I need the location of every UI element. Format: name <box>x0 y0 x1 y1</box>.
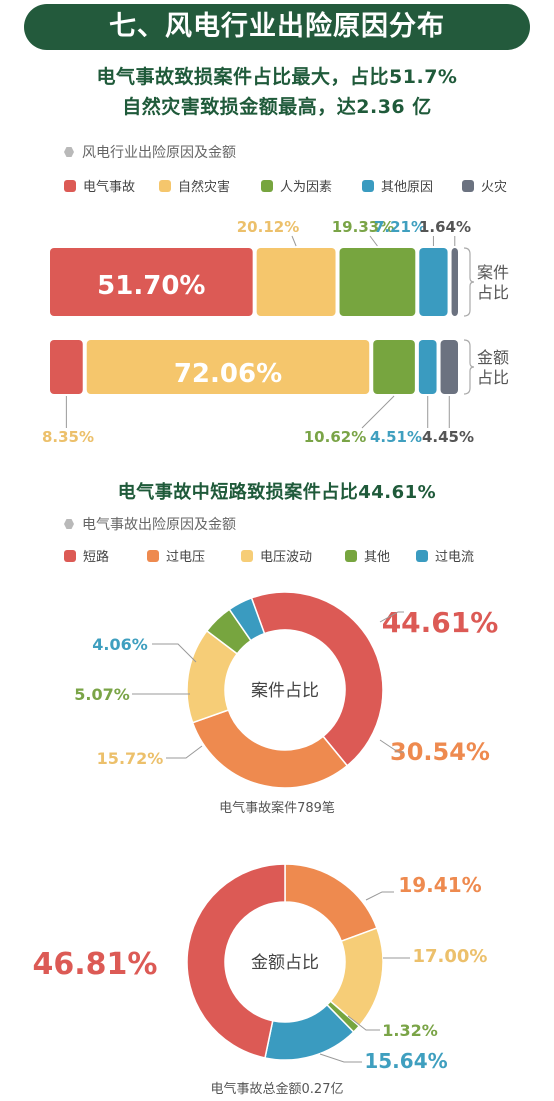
bar-segment-火灾 <box>451 248 458 316</box>
legend-swatch <box>64 180 76 192</box>
legend-label: 过电流 <box>435 550 475 565</box>
bar-segment-自然灾害 <box>86 340 370 394</box>
legend-label: 人为因素 <box>280 180 333 195</box>
donut-value-label: 15.72% <box>97 749 164 768</box>
leader-line <box>379 739 404 753</box>
donut-center-label: 案件占比 <box>251 681 319 701</box>
leader-line <box>361 395 395 429</box>
section-banner: 七、风电行业出险原因分布 <box>24 4 530 50</box>
bar-value-label: 72.06% <box>174 359 282 389</box>
row-label-line2: 占比 <box>477 283 509 302</box>
donut-value-label: 17.00% <box>413 946 488 967</box>
donut-slice-过电流 <box>228 596 266 642</box>
donut-value-label: 46.81% <box>33 947 158 982</box>
bar-segment-电气事故 <box>50 248 253 316</box>
donut-value-label: 1.32% <box>382 1021 438 1040</box>
hexagon-icon <box>64 147 74 157</box>
donut-slice-过电压 <box>191 709 349 789</box>
subhead-1: 风电行业出险原因及金额 <box>64 142 236 162</box>
leader-line <box>369 235 378 247</box>
legend-swatch <box>416 550 428 562</box>
legend-item-overcurrent: 过电流 <box>416 546 474 565</box>
bar-value-label: 1.64% <box>419 218 471 236</box>
legend-item-electric: 电气事故 <box>64 176 135 195</box>
legend-item-short: 短路 <box>64 546 109 565</box>
legend-item-fire: 火灾 <box>462 176 507 195</box>
donut-value-label: 44.61% <box>382 606 499 639</box>
bar-value-label: 51.70% <box>97 271 205 301</box>
leader-line <box>319 1053 362 1063</box>
legend-label: 其他原因 <box>381 180 434 195</box>
donut-slice-短路 <box>186 863 286 1059</box>
subhead-2: 电气事故出险原因及金额 <box>64 514 236 534</box>
donut-value-label: 5.07% <box>74 685 130 704</box>
legend-label: 自然灾害 <box>178 180 231 195</box>
donut-value-label: 30.54% <box>390 738 490 766</box>
donut-value-label: 19.41% <box>398 873 481 897</box>
donut-2-caption: 电气事故总金额0.27亿 <box>210 1082 344 1097</box>
donut-slice-过电压 <box>284 863 378 943</box>
legend-swatch <box>362 180 374 192</box>
legend-item-natural: 自然灾害 <box>159 176 230 195</box>
legend-swatch <box>462 180 474 192</box>
headline-2: 自然灾害致损金额最高，达2.36 亿 <box>122 96 432 118</box>
bar-segment-其他原因 <box>419 248 448 316</box>
subhead-2-text: 电气事故出险原因及金额 <box>82 517 236 533</box>
legend-item-fluctuation: 电压波动 <box>241 546 312 565</box>
legend-label: 短路 <box>83 550 110 565</box>
row-brace <box>463 247 475 317</box>
row-label-line2: 占比 <box>477 368 509 387</box>
donut-slice-短路 <box>250 591 384 767</box>
donut-center-label: 金额占比 <box>251 953 319 973</box>
row-brace <box>463 339 475 395</box>
bar-segment-火灾 <box>440 340 458 394</box>
leader-line <box>365 891 394 901</box>
bar-segment-电气事故 <box>50 340 83 394</box>
leader-line <box>166 745 203 759</box>
legend-label: 电气事故 <box>83 180 136 195</box>
leader-line <box>379 611 404 623</box>
headline-1: 电气事故致损案件占比最大，占比51.7% <box>96 66 458 88</box>
bar-value-label: 10.62% <box>304 428 366 446</box>
leader-line <box>291 235 297 247</box>
legend-swatch <box>261 180 273 192</box>
leader-line <box>152 643 197 663</box>
bar-segment-人为因素 <box>339 248 416 316</box>
legend-swatch <box>64 550 76 562</box>
row-label-line1: 案件 <box>477 263 509 282</box>
legend-swatch <box>241 550 253 562</box>
legend-label: 过电压 <box>166 550 206 565</box>
donut-1-caption: 电气事故案件789笔 <box>219 801 335 816</box>
subhead-1-text: 风电行业出险原因及金额 <box>82 145 236 161</box>
row-label-line1: 金额 <box>477 348 509 367</box>
legend-swatch <box>159 180 171 192</box>
bar-value-label: 19.33% <box>332 218 394 236</box>
bar-value-label: 4.51% <box>370 428 422 446</box>
leader-line <box>347 1015 380 1031</box>
legend-label: 其他 <box>364 550 391 565</box>
legend-item-human: 人为因素 <box>261 176 332 195</box>
bar-segment-人为因素 <box>373 340 415 394</box>
bar-value-label: 20.12% <box>237 218 299 236</box>
bar-value-label: 8.35% <box>42 428 94 446</box>
bar-value-label: 7.21% <box>374 218 426 236</box>
bar-segment-其他原因 <box>418 340 437 394</box>
legend-label: 电压波动 <box>260 550 313 565</box>
bar-value-label: 4.45% <box>422 428 474 446</box>
donut-value-label: 4.06% <box>92 635 148 654</box>
headline-3: 电气事故中短路致损案件占比44.61% <box>117 482 437 503</box>
bar-segment-自然灾害 <box>256 248 336 316</box>
donut-value-label: 15.64% <box>364 1049 447 1073</box>
legend-item-overvoltage: 过电压 <box>147 546 205 565</box>
legend-item-others: 其他 <box>345 546 390 565</box>
legend-swatch <box>345 550 357 562</box>
legend-label: 火灾 <box>481 180 508 195</box>
legend-item-other: 其他原因 <box>362 176 433 195</box>
hexagon-icon <box>64 519 74 529</box>
legend-swatch <box>147 550 159 562</box>
